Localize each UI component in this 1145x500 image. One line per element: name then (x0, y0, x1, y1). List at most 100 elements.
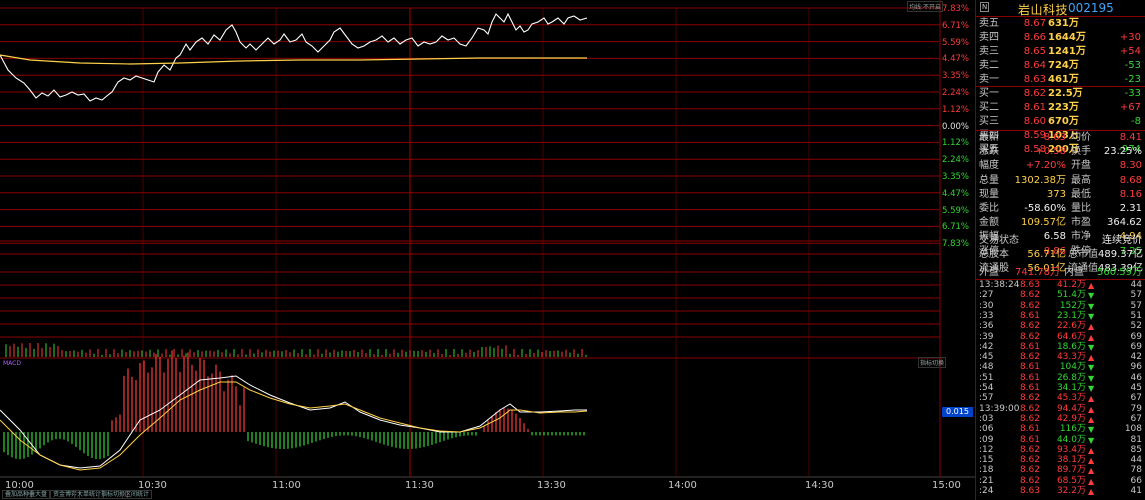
tick-time: :54 (979, 383, 994, 393)
quote-label: 总量 (979, 174, 999, 186)
quote-row: 总量 1302.38万 最高 8.68 (976, 174, 1145, 188)
pct-label: 3.35% (942, 71, 970, 82)
down-arrow-icon: ▼ (1088, 311, 1095, 321)
tick-count: 57 (1130, 300, 1142, 311)
extra-field: 流通股 (979, 263, 1009, 274)
pct-label: 1.12% (942, 104, 970, 115)
order-label: 买一 (979, 88, 999, 99)
tick-row: :33 8.61 23.1万 ▼ 51 (976, 311, 1145, 323)
toolbar-button[interactable]: 叠大盘 (26, 490, 51, 499)
up-arrow-icon: ▲ (1088, 466, 1095, 476)
stock-code: 002195 (1068, 1, 1114, 15)
down-arrow-icon: ▼ (1088, 363, 1095, 373)
extra-field: 交易状态 (979, 235, 1019, 246)
quote-label: 委比 (979, 203, 999, 214)
quote-value: 8.41 (1119, 132, 1142, 143)
order-volume: 1241万 (1048, 46, 1086, 57)
extra-field: 内盘 (1064, 267, 1084, 278)
quote-value: 2.31 (1119, 203, 1142, 214)
quote-label: 最高 (1071, 174, 1091, 186)
order-volume: 724万 (1048, 60, 1079, 71)
extra-field: 560.59万 (1097, 267, 1142, 278)
tick-count: 69 (1130, 331, 1142, 342)
order-price: 8.67 (1023, 18, 1046, 29)
toolbar-button[interactable]: 资金博弈 (50, 490, 81, 499)
toolbar-button[interactable]: 区间统计 (122, 490, 153, 499)
quote-value: 373 (1046, 188, 1066, 200)
tick-count: 41 (1130, 486, 1142, 496)
quote-value: 4.94 (1119, 231, 1142, 243)
order-row: 卖四 8.66 1644万 +30 (976, 31, 1145, 45)
order-row: 卖二 8.64 724万 -53 (976, 59, 1145, 73)
tick-price: 8.62 (1019, 300, 1040, 311)
tick-time: :06 (979, 424, 994, 435)
macd-dif-line (0, 375, 587, 469)
indicator-switch-tag[interactable]: 指标切换 (918, 357, 947, 368)
order-price: 8.61 (1023, 102, 1046, 113)
extra-row: 流通股 56.01亿 流通值 483.39亿 (976, 262, 1145, 276)
order-row: 买二 8.61 223万 +67 (976, 101, 1145, 115)
tick-price: 8.63 (1019, 280, 1040, 290)
tick-volume: 51.4万 (1056, 290, 1086, 301)
toolbar-button[interactable]: 指标切换 (98, 490, 129, 499)
quote-label: 换手 (1071, 146, 1091, 158)
tick-price: 8.62 (1019, 465, 1040, 476)
time-label: 11:30 (405, 480, 434, 491)
time-label: 14:00 (668, 480, 697, 491)
order-row: 卖一 8.63 461万 -23 (976, 73, 1145, 87)
order-label: 卖四 (979, 32, 999, 43)
quote-label: 市净 (1071, 231, 1091, 243)
pct-label: 3.35% (942, 172, 970, 182)
quote-value: 109.57亿 (1021, 217, 1066, 229)
tick-volume: 68.5万 (1056, 475, 1086, 486)
tick-time: :15 (979, 455, 994, 466)
tick-price: 8.61 (1019, 434, 1040, 445)
toolbar-button[interactable]: 叠加品种 (2, 490, 33, 499)
extra-field: 流通值 (1068, 263, 1098, 274)
order-label: 卖一 (979, 74, 999, 85)
stock-title: N 岩山科技 002195 (976, 0, 1145, 17)
tick-volume: 152万 (1059, 300, 1086, 311)
intraday-chart-svg[interactable] (0, 0, 975, 500)
order-price: 8.65 (1023, 46, 1046, 57)
tick-count: 108 (1124, 424, 1142, 435)
time-label: 15:00 (932, 480, 961, 491)
quote-value: +0.58 (1035, 146, 1066, 158)
tick-count: 52 (1130, 321, 1142, 332)
pct-label: 2.24% (942, 88, 970, 98)
intraday-chart-area[interactable]: 7.83% 6.71% 5.59% 4.47% 3.35% 2.24% 1.12% 0.00%… (0, 0, 975, 500)
up-arrow-icon: ▲ (1088, 332, 1095, 342)
tick-volume: 18.6万 (1056, 341, 1086, 352)
tick-row: :51 8.61 26.8万 ▼ 46 (976, 373, 1145, 385)
tick-volume: 26.8万 (1056, 372, 1086, 383)
quote-label: 振幅 (979, 231, 999, 243)
price-line (0, 12, 588, 102)
tick-time: :21 (979, 475, 994, 486)
down-arrow-icon: ▼ (1088, 342, 1095, 352)
order-volume: 631万 (1048, 18, 1079, 29)
tick-count: 85 (1130, 444, 1142, 455)
extra-field: 741.78万 (1015, 267, 1060, 278)
down-arrow-icon: ▼ (1088, 384, 1095, 393)
tick-count: 69 (1130, 341, 1142, 352)
top-right-tag[interactable]: 均线:不开启 (907, 1, 944, 12)
time-label: 10:00 (5, 480, 34, 491)
toolbar-button[interactable]: 大单统计 (74, 490, 105, 499)
tick-row: :39 8.62 64.6万 ▲ 69 (976, 332, 1145, 344)
order-price: 8.59 (1023, 130, 1046, 141)
quote-value: 8.16 (1119, 188, 1142, 200)
tick-time: :45 (979, 352, 994, 363)
order-price: 8.58 (1023, 144, 1046, 155)
up-arrow-icon: ▲ (1088, 322, 1095, 332)
tick-time: :39 (979, 331, 994, 342)
pct-label: 0.00% (942, 121, 970, 132)
tick-price: 8.62 (1019, 290, 1040, 301)
tick-price: 8.61 (1019, 424, 1040, 435)
tick-row: :03 8.62 42.9万 ▲ 67 (976, 414, 1145, 426)
quote-label: 涨停 (979, 245, 999, 257)
pct-label: 5.59% (942, 205, 970, 216)
tick-row: 13:39:00 8.62 94.4万 ▲ 79 (976, 404, 1145, 416)
down-arrow-icon: ▼ (1088, 425, 1095, 435)
up-arrow-icon: ▲ (1088, 445, 1095, 455)
tick-count: 78 (1130, 465, 1142, 476)
